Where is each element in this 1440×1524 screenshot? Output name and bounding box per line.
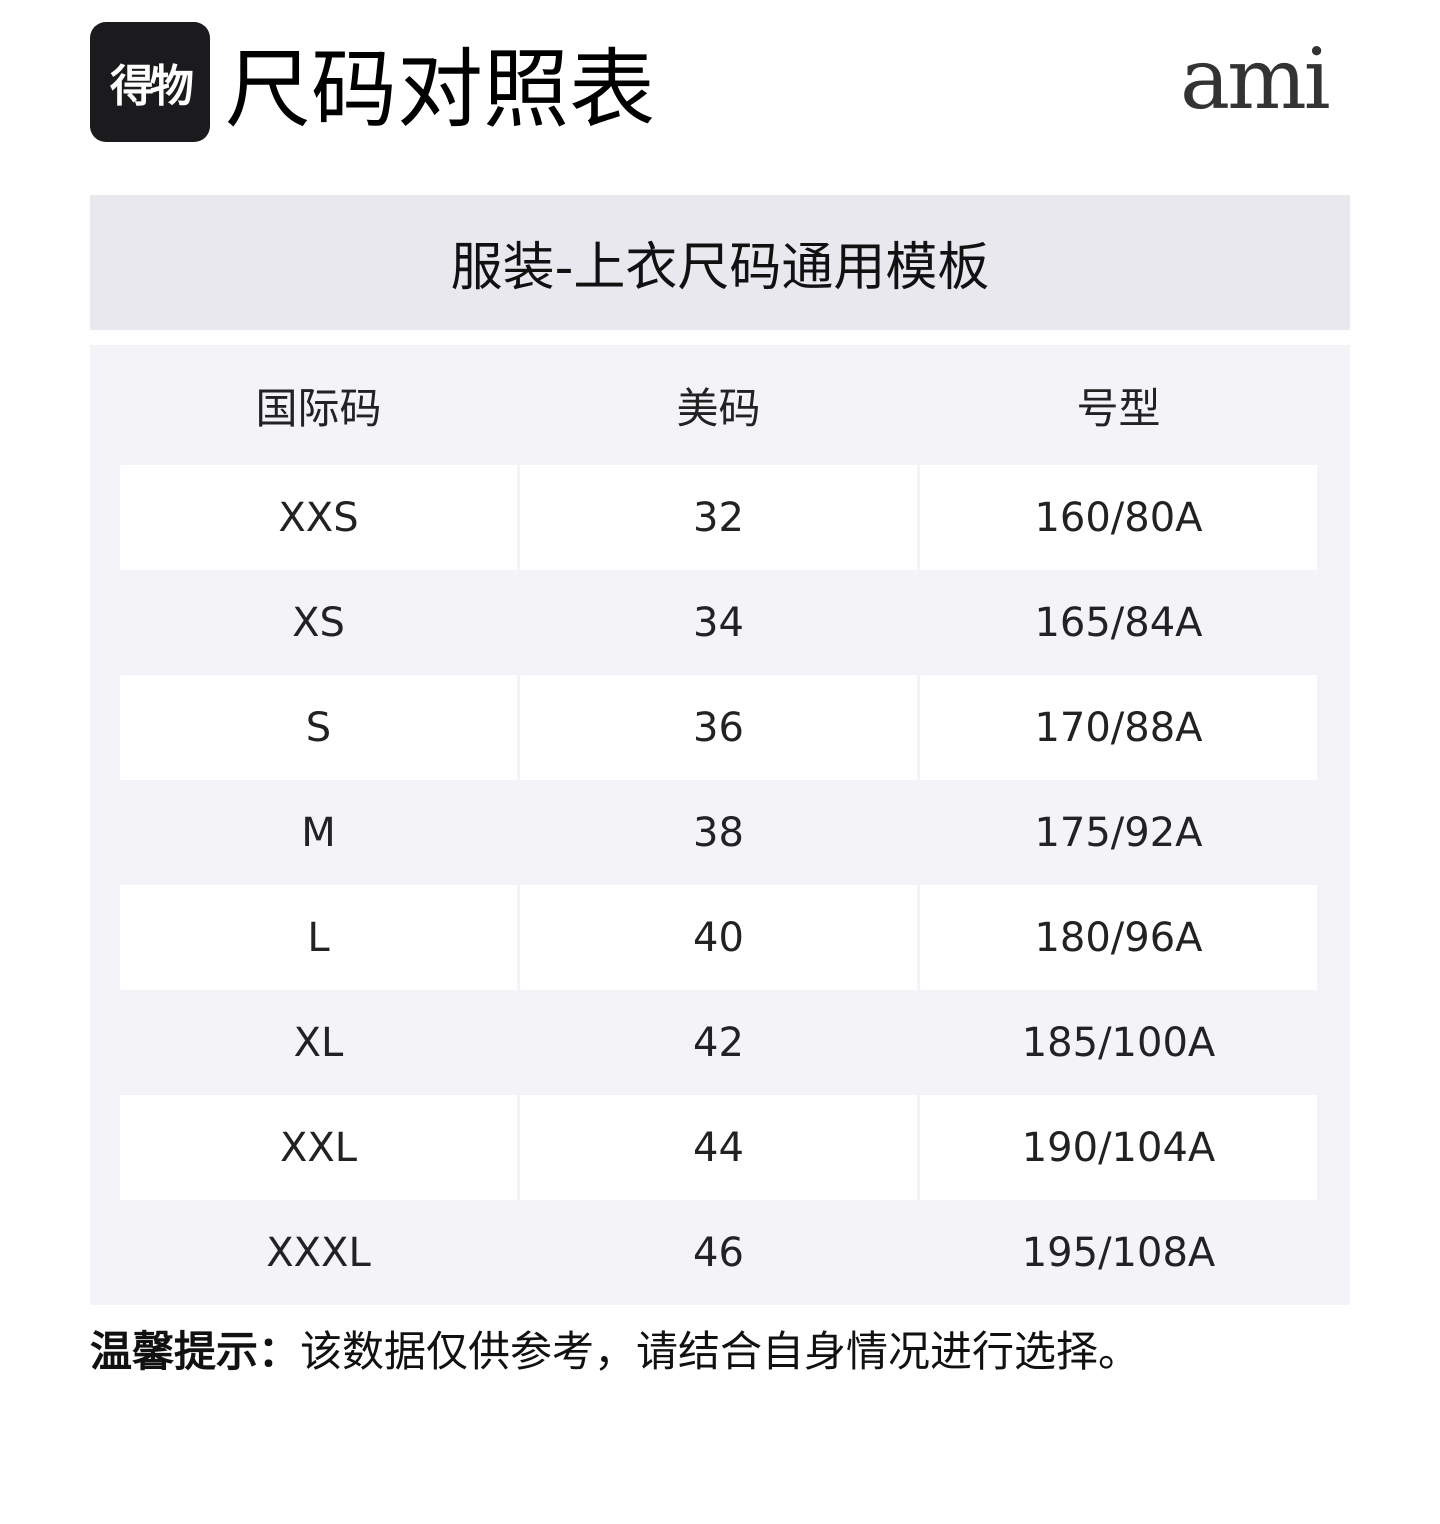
dewu-logo: 得物 bbox=[90, 22, 210, 142]
table-cell: 195/108A bbox=[1021, 1229, 1216, 1276]
table-row: M 38 175/92A bbox=[120, 780, 1320, 885]
table-cell: XXS bbox=[120, 465, 517, 570]
tip: 温馨提示：该数据仅供参考，请结合自身情况进行选择。 bbox=[90, 1318, 1140, 1379]
table-row: XL 42 185/100A bbox=[120, 990, 1320, 1095]
table-row: S 36 170/88A bbox=[120, 675, 1320, 780]
table-cell: XXL bbox=[120, 1095, 517, 1200]
table-cell: 170/88A bbox=[920, 675, 1317, 780]
brand-logo: ami bbox=[1180, 30, 1331, 128]
table-cell: 36 bbox=[520, 675, 917, 780]
header-intl: 国际码 bbox=[255, 383, 382, 433]
table-cell: 185/100A bbox=[1021, 1019, 1216, 1066]
table-row: XXS 32 160/80A bbox=[120, 465, 1320, 570]
table-cell: L bbox=[120, 885, 517, 990]
tip-label: 温馨提示： bbox=[90, 1327, 301, 1376]
table-row: XXXL 46 195/108A bbox=[120, 1200, 1320, 1305]
size-table: 国际码 美码 号型 XXS 32 160/80A XS 34 165/84A S 36 170/… bbox=[90, 345, 1350, 1305]
tip-text: 该数据仅供参考，请结合自身情况进行选择。 bbox=[300, 1327, 1141, 1376]
table-row: XS 34 165/84A bbox=[120, 570, 1320, 675]
table-cell: 42 bbox=[693, 1019, 744, 1066]
header-spec: 号型 bbox=[1076, 383, 1161, 433]
table-cell: S bbox=[120, 675, 517, 780]
table-cell: 165/84A bbox=[1034, 599, 1203, 646]
table-row: L 40 180/96A bbox=[120, 885, 1320, 990]
table-cell: XXXL bbox=[266, 1229, 371, 1276]
table-cell: 34 bbox=[693, 599, 744, 646]
table-cell: XL bbox=[293, 1019, 344, 1066]
table-cell: 190/104A bbox=[920, 1095, 1317, 1200]
table-cell: 32 bbox=[520, 465, 917, 570]
table-cell: 44 bbox=[520, 1095, 917, 1200]
header-us: 美码 bbox=[676, 383, 761, 433]
table-cell: 46 bbox=[693, 1229, 744, 1276]
table-row: XXL 44 190/104A bbox=[120, 1095, 1320, 1200]
table-cell: 40 bbox=[520, 885, 917, 990]
table-cell: 180/96A bbox=[920, 885, 1317, 990]
template-title: 服装-上衣尺码通用模板 bbox=[90, 195, 1350, 330]
page-title: 尺码对照表 bbox=[225, 40, 655, 140]
table-cell: M bbox=[301, 809, 336, 856]
table-cell: XS bbox=[292, 599, 345, 646]
table-cell: 175/92A bbox=[1034, 809, 1203, 856]
table-header: 国际码 美码 号型 bbox=[120, 345, 1320, 465]
table-cell: 160/80A bbox=[920, 465, 1317, 570]
table-cell: 38 bbox=[693, 809, 744, 856]
